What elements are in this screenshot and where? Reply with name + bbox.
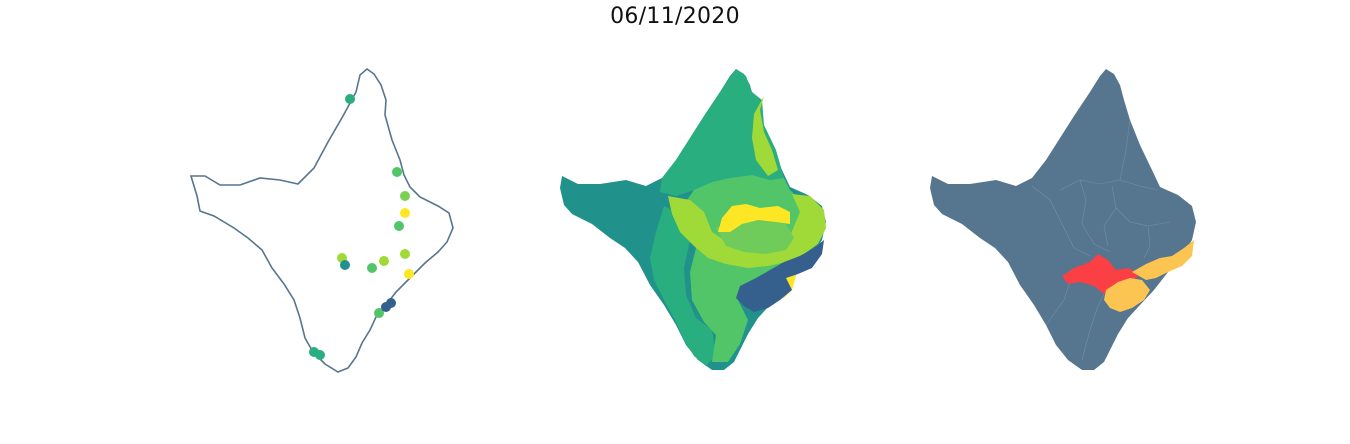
region-lime-east — [752, 96, 778, 176]
point-marker — [400, 208, 410, 218]
panel-choropleth-map — [560, 69, 826, 370]
panel-points-map — [189, 67, 454, 373]
region-south-west — [650, 206, 716, 366]
state-outline — [189, 67, 454, 373]
point-marker — [374, 308, 384, 318]
district-borders — [1031, 119, 1171, 361]
point-marker — [400, 191, 410, 201]
point-marker — [404, 269, 414, 279]
point-marker — [340, 260, 350, 270]
region-navy — [736, 240, 824, 312]
region-yellow — [718, 204, 790, 232]
point-marker — [394, 221, 404, 231]
region-north — [660, 69, 784, 196]
point-marker — [315, 350, 325, 360]
figure-title: 06/11/2020 — [610, 4, 740, 29]
point-marker — [367, 263, 377, 273]
district-gold — [1104, 278, 1150, 312]
state-fill — [930, 69, 1196, 370]
region-lime — [668, 194, 826, 268]
point-marker — [392, 167, 402, 177]
point-marker — [345, 94, 355, 104]
point-marker — [379, 256, 389, 266]
point-marker — [386, 298, 396, 308]
point-marker — [400, 249, 410, 259]
panel-highlight-map — [930, 69, 1196, 370]
district-gold-east — [1132, 240, 1194, 280]
